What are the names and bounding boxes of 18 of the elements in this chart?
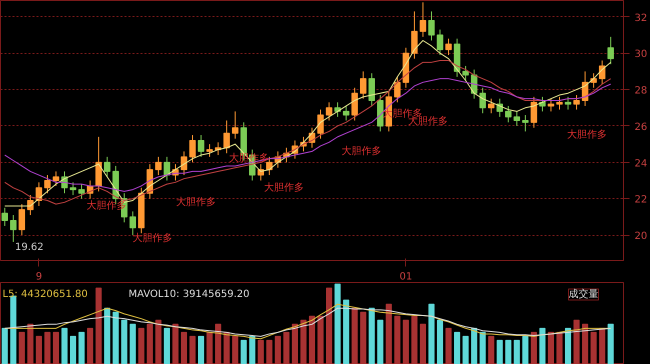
y-tick-label: 26 bbox=[634, 122, 648, 133]
x-tick-label: 01 bbox=[400, 272, 412, 282]
annotation: 大胆作多 bbox=[342, 144, 382, 157]
annotation: MAVOL10: 39145659.20 bbox=[128, 289, 250, 300]
annotation: 成交量 bbox=[568, 288, 598, 300]
annotation: 19.62 bbox=[15, 242, 44, 253]
annotation: 大胆作多 bbox=[132, 232, 172, 244]
annotation: L5: 44320651.80 bbox=[2, 289, 88, 300]
annotation: 大胆作多 bbox=[566, 128, 607, 141]
y-tick-label: 32 bbox=[634, 12, 648, 24]
y-tick-label: 20 bbox=[634, 231, 648, 242]
y-tick-label: 24 bbox=[634, 158, 648, 170]
annotation: 大胆作多 bbox=[264, 181, 304, 194]
y-tick-label: 30 bbox=[634, 49, 648, 60]
annotation: 大胆作多 bbox=[176, 196, 216, 208]
y-tick-label: 22 bbox=[634, 194, 648, 206]
x-tick-label: 9 bbox=[36, 272, 42, 282]
y-tick-label: 28 bbox=[634, 86, 648, 97]
